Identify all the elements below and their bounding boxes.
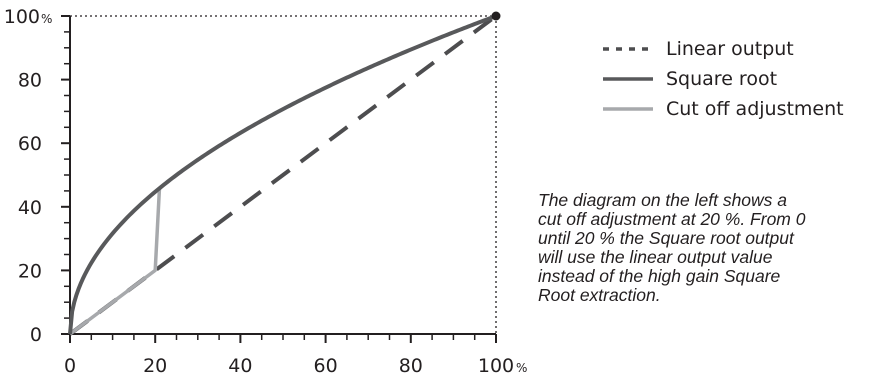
legend-label-linear: Linear output xyxy=(666,38,794,60)
chart-annotation: The diagram on the left shows a cut off … xyxy=(538,191,868,305)
legend-item-sqrt: Square root xyxy=(600,64,844,94)
x-tick-label: 80 xyxy=(399,355,423,377)
series-cut-off-adjustment-line xyxy=(68,188,162,336)
y-tick-label: 0 xyxy=(30,324,42,346)
legend-swatch-cutoff xyxy=(603,107,653,111)
x-tick-label: 60 xyxy=(314,355,338,377)
y-tick-label: 80 xyxy=(18,70,42,92)
legend-label-cutoff: Cut off adjustment xyxy=(666,98,844,120)
legend-label-sqrt: Square root xyxy=(666,68,778,90)
x-tick-label: 0 xyxy=(64,355,76,377)
legend-item-linear: Linear output xyxy=(600,34,844,64)
legend-swatch-sqrt xyxy=(603,77,653,81)
legend-swatch-linear xyxy=(603,47,653,51)
x-tick-label: 20 xyxy=(143,355,167,377)
x-tick-label: 40 xyxy=(228,355,252,377)
series-square-root-line xyxy=(68,14,497,335)
end-point-marker xyxy=(491,11,501,21)
x-axis-unit: % xyxy=(516,361,527,375)
chart-axes xyxy=(61,15,497,343)
annotation-line: instead of the high gain Square xyxy=(538,266,781,286)
annotation-line: cut off adjustment at 20 %. From 0 xyxy=(538,209,806,229)
y-tick-label: 20 xyxy=(18,260,42,282)
x-tick-label: 100 xyxy=(478,355,514,377)
annotation-line: The diagram on the left shows a xyxy=(538,190,788,210)
annotation-line: until 20 % the Square root output xyxy=(538,228,794,248)
y-tick-label: 40 xyxy=(18,197,42,219)
annotation-line: Root extraction. xyxy=(538,285,661,305)
legend-item-cutoff: Cut off adjustment xyxy=(600,94,844,124)
chart-tick-labels: 0 20 40 60 80 100 % 0 20 40 60 80 100% xyxy=(4,6,528,377)
annotation-line: will use the linear output value xyxy=(538,247,773,267)
chart-plot-area xyxy=(68,11,501,336)
chart-legend: Linear output Square root Cut off adjust… xyxy=(600,34,844,124)
y-tick-label: 60 xyxy=(18,133,42,155)
y-axis-unit: % xyxy=(41,12,52,26)
chart-canvas: 0 20 40 60 80 100 % 0 20 40 60 80 100% xyxy=(4,6,528,377)
y-tick-label: 100 xyxy=(4,6,40,28)
